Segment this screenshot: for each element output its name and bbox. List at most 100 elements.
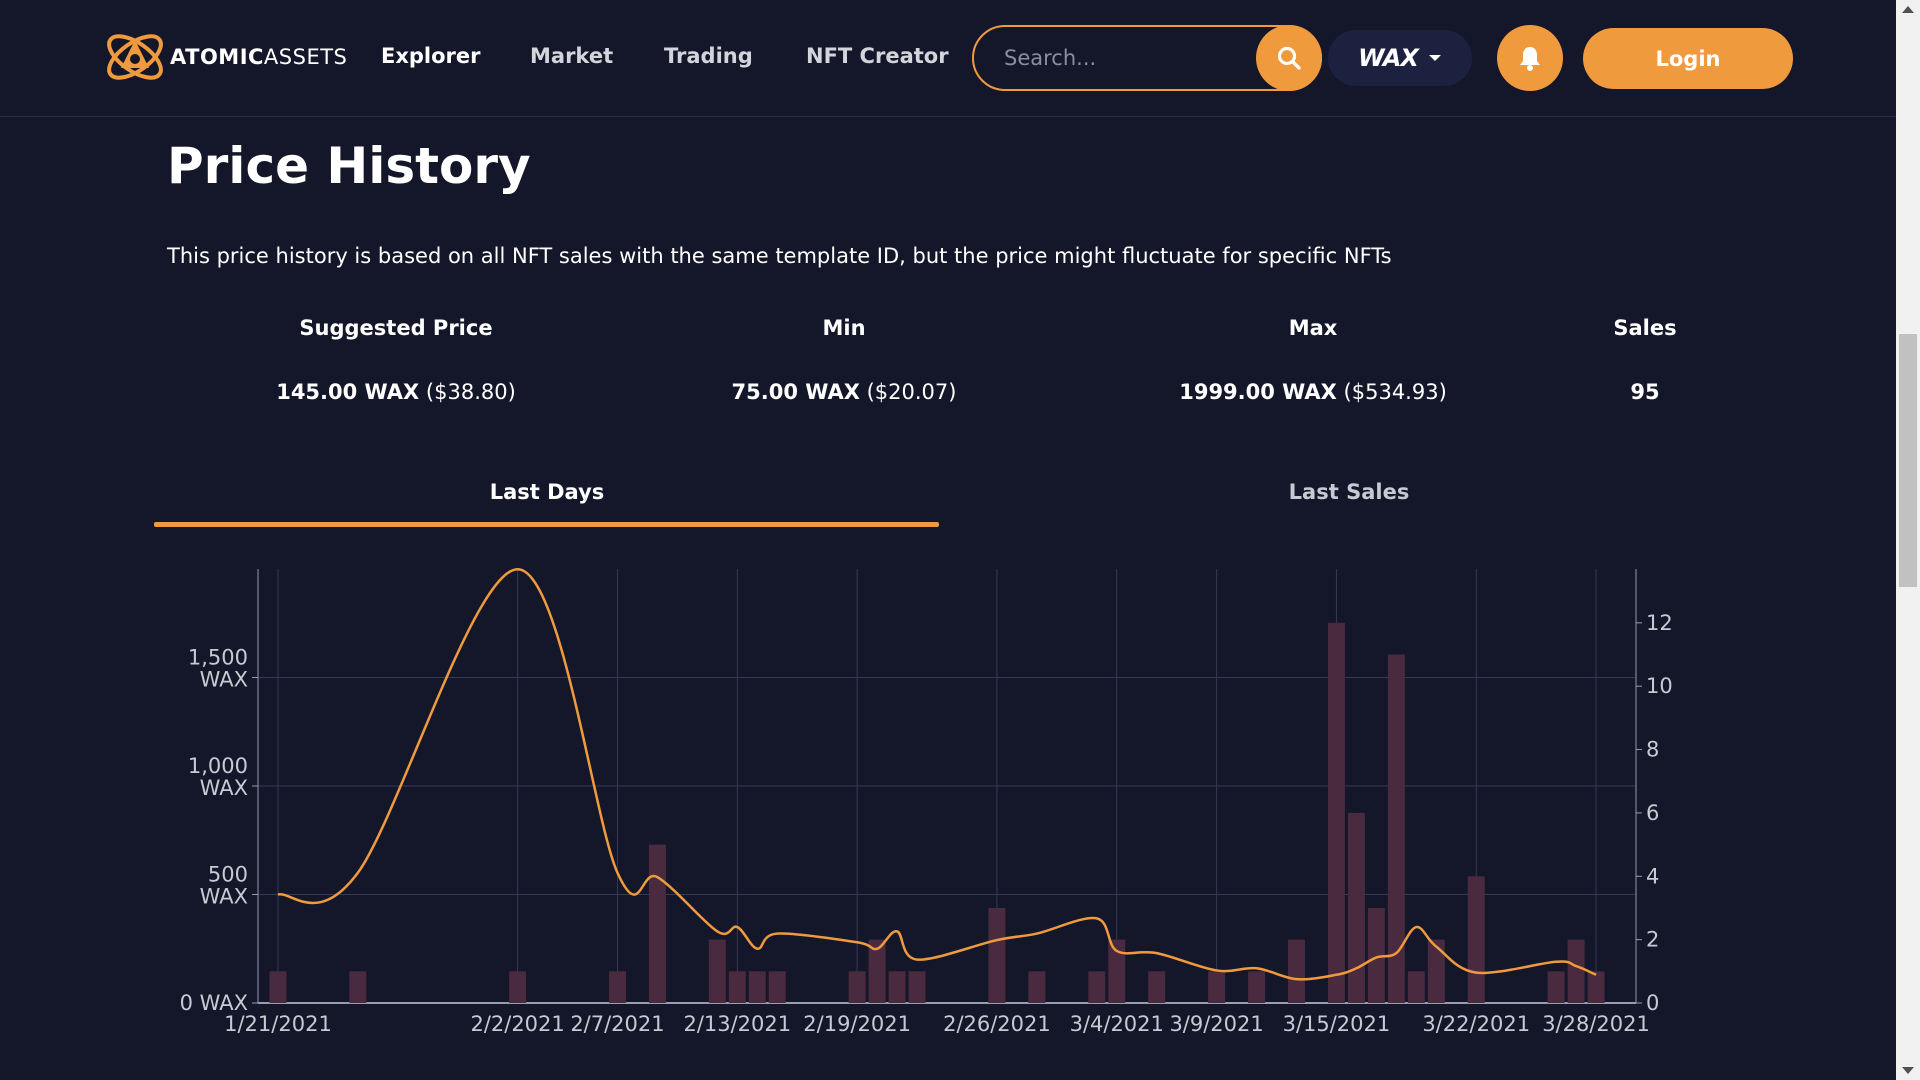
scroll-thumb[interactable]	[1899, 334, 1917, 587]
search-icon	[1277, 46, 1301, 70]
top-navbar: ATOMICASSETS Explorer Market Trading NFT…	[0, 0, 1896, 117]
sales-bar	[748, 971, 766, 1003]
scroll-down-arrow-icon[interactable]	[1902, 1067, 1914, 1074]
sales-count-label: Sales	[1613, 316, 1677, 340]
search-input[interactable]	[1004, 41, 1244, 75]
sales-bar	[1387, 654, 1405, 1003]
right-tick-label: 2	[1646, 928, 1659, 952]
max-price-usd: ($534.93)	[1343, 380, 1447, 404]
logo-text-light: ASSETS	[263, 45, 348, 69]
sales-bar	[868, 939, 886, 1003]
x-tick-label: 2/26/2021	[943, 1012, 1051, 1036]
tab-last-sales[interactable]: Last Sales	[1288, 480, 1410, 504]
chain-label: WAX	[1358, 44, 1419, 72]
sales-bar	[1288, 939, 1305, 1003]
right-tick-label: 10	[1646, 674, 1673, 698]
nav-nft-creator[interactable]: NFT Creator	[806, 44, 949, 68]
suggested-price-usd: ($38.80)	[425, 380, 516, 404]
sales-bar	[1347, 812, 1365, 1003]
suggested-price-value: 145.00 WAX ($38.80)	[276, 380, 516, 404]
sales-bar	[1088, 971, 1106, 1003]
sales-count-value: 95	[1630, 380, 1659, 404]
sales-bar	[608, 971, 626, 1003]
x-tick-label: 2/2/2021	[470, 1012, 564, 1036]
left-tick-label: WAX	[200, 668, 248, 692]
sales-bar	[1467, 876, 1485, 1003]
sales-count-number: 95	[1630, 380, 1660, 404]
left-tick-label: 500	[208, 863, 248, 887]
page-scrollbar[interactable]	[1896, 0, 1920, 1080]
x-tick-label: 2/7/2021	[570, 1012, 664, 1036]
sales-bar	[1547, 971, 1565, 1003]
page-title: Price History	[167, 137, 531, 195]
right-tick-label: 4	[1646, 864, 1659, 888]
min-price-value: 75.00 WAX ($20.07)	[732, 380, 957, 404]
caret-down-icon	[1428, 55, 1441, 61]
sales-bar	[728, 971, 746, 1003]
notifications-button[interactable]	[1497, 25, 1563, 91]
x-tick-label: 3/22/2021	[1422, 1012, 1530, 1036]
min-price-usd: ($20.07)	[866, 380, 957, 404]
sales-bar	[1028, 971, 1046, 1003]
atomicassets-logo[interactable]: ATOMICASSETS	[100, 22, 347, 92]
min-price-label: Min	[822, 316, 866, 340]
sales-bar	[349, 971, 367, 1003]
chain-selector[interactable]: WAX	[1328, 30, 1472, 86]
tab-last-days[interactable]: Last Days	[489, 480, 605, 504]
sales-bar	[1367, 907, 1385, 1003]
sales-bar	[1148, 971, 1166, 1003]
sales-bar	[988, 907, 1006, 1003]
sales-bar	[269, 971, 287, 1003]
x-tick-label: 3/15/2021	[1283, 1012, 1391, 1036]
right-tick-label: 6	[1646, 801, 1659, 825]
x-tick-label: 3/9/2021	[1169, 1012, 1263, 1036]
sales-bar	[1407, 971, 1425, 1003]
nav-trading[interactable]: Trading	[664, 44, 753, 68]
logo-wordmark: ATOMICASSETS	[170, 45, 347, 69]
x-tick-label: 2/19/2021	[803, 1012, 911, 1036]
sales-bar	[908, 971, 926, 1003]
suggested-price-wax: 145.00 WAX	[276, 380, 420, 404]
x-tick-label: 1/21/2021	[224, 1012, 332, 1036]
suggested-price-label: Suggested Price	[299, 316, 493, 340]
sales-bar	[1587, 971, 1605, 1003]
bell-icon	[1520, 47, 1540, 71]
min-price-wax: 75.00 WAX	[731, 380, 860, 404]
sales-bar	[1427, 939, 1445, 1003]
sales-bar	[1108, 939, 1126, 1003]
left-tick-label: WAX	[200, 776, 248, 800]
scroll-up-arrow-icon[interactable]	[1902, 6, 1914, 13]
x-tick-label: 2/13/2021	[683, 1012, 791, 1036]
price-line	[277, 567, 1597, 981]
sales-bar	[509, 971, 527, 1003]
right-tick-label: 8	[1646, 738, 1659, 762]
x-tick-label: 3/28/2021	[1542, 1012, 1650, 1036]
search-button[interactable]	[1256, 25, 1322, 91]
sales-bar	[768, 971, 786, 1003]
logo-text-bold: ATOMIC	[170, 45, 264, 69]
left-tick-label: 1,000	[188, 754, 248, 778]
price-history-description: This price history is based on all NFT s…	[167, 244, 1392, 268]
sales-bar	[1248, 971, 1266, 1003]
right-tick-label: 0	[1646, 991, 1659, 1015]
atom-logo-icon	[107, 34, 163, 80]
sales-bar	[1327, 622, 1345, 1003]
active-tab-indicator	[154, 522, 939, 527]
max-price-value: 1999.00 WAX ($534.93)	[1179, 380, 1447, 404]
left-tick-label: 0 WAX	[180, 991, 248, 1015]
max-price-wax: 1999.00 WAX	[1179, 380, 1337, 404]
sales-bar	[1208, 971, 1226, 1003]
nav-explorer[interactable]: Explorer	[381, 44, 481, 68]
left-tick-label: WAX	[200, 885, 248, 909]
right-tick-label: 12	[1646, 611, 1673, 635]
nav-market[interactable]: Market	[530, 44, 614, 68]
x-tick-label: 3/4/2021	[1070, 1012, 1164, 1036]
sales-bar	[848, 971, 866, 1003]
sales-bar	[888, 971, 906, 1003]
sales-bar	[648, 844, 666, 1003]
login-button[interactable]: Login	[1583, 28, 1793, 89]
sales-bar	[1567, 939, 1585, 1003]
search-bar	[972, 25, 1322, 91]
left-tick-label: 1,500	[188, 646, 248, 670]
